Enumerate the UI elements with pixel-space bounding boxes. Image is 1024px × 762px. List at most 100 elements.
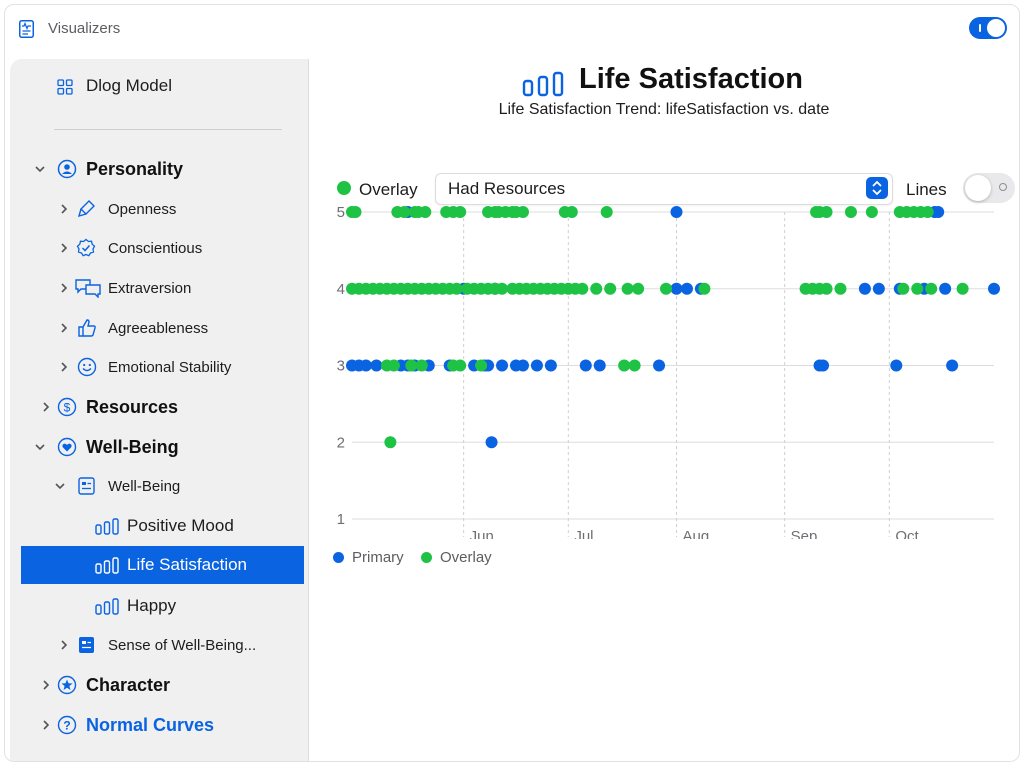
sidebar-item-label: Resources [86, 396, 179, 417]
primary-point [579, 359, 592, 372]
speech-bubbles-icon [75, 279, 101, 298]
primary-point [593, 359, 606, 372]
sidebar-item-label: Sense of Well-Being... [108, 636, 257, 654]
sidebar-item-label: Openness [108, 200, 177, 218]
overlay-point [604, 282, 617, 295]
primary-point [653, 359, 666, 372]
sidebar-header-dlog-model[interactable]: Dlog Model [10, 69, 308, 103]
overlay-point [621, 282, 634, 295]
overlay-point [590, 282, 603, 295]
sidebar-item-positive-mood[interactable]: Positive Mood [10, 509, 308, 543]
bars-icon [95, 518, 119, 535]
page-title: Life Satisfaction [579, 63, 803, 95]
chevron-right-icon [61, 243, 68, 253]
overlay-point [600, 206, 613, 218]
overlay-select[interactable]: Had Resources [435, 173, 893, 205]
primary-point [946, 359, 959, 372]
overlay-point [565, 206, 578, 218]
chevron-up-down-icon [866, 177, 888, 199]
svg-text:?: ? [63, 719, 70, 733]
overlay-point [628, 359, 641, 372]
primary-point [670, 206, 683, 218]
toggle-knob [965, 175, 991, 201]
chevron-right-icon [61, 323, 68, 333]
primary-point [516, 359, 529, 372]
primary-point [670, 282, 683, 295]
overlay-point [844, 206, 857, 218]
sidebar-item-normal-curves[interactable]: ? Normal Curves [10, 708, 308, 742]
y-tick-label: 3 [337, 358, 345, 375]
lines-toggle[interactable] [963, 173, 1015, 203]
overlay-point [911, 282, 924, 295]
y-tick-label: 4 [337, 281, 345, 298]
app-window: Visualizers Dlog Model Personalit [4, 4, 1020, 762]
sidebar-item-happy[interactable]: Happy [10, 589, 308, 623]
chevron-right-icon [61, 640, 68, 650]
overlay-point [450, 282, 463, 295]
overlay-point [632, 282, 645, 295]
waveform-document-icon [19, 20, 34, 38]
sidebar-item-openness[interactable]: Openness [10, 192, 308, 226]
overlay-point [820, 282, 833, 295]
sidebar-item-label: Extraversion [108, 279, 192, 297]
sidebar-item-label: Conscientious [108, 239, 203, 257]
sidebar-item-emotional-stability[interactable]: Emotional Stability [10, 350, 308, 384]
question-circle-icon: ? [57, 715, 77, 735]
visualizer-toggle[interactable] [969, 17, 1007, 39]
overlay-point [865, 206, 878, 218]
list-doc-icon [78, 477, 95, 495]
overlay-point [405, 359, 418, 372]
sidebar-item-agreeableness[interactable]: Agreeableness [10, 311, 308, 345]
sidebar-item-well-being[interactable]: Well-Being [10, 469, 308, 503]
sidebar-item-life-satisfaction[interactable]: Life Satisfaction [21, 546, 304, 584]
sidebar-item-conscientious[interactable]: Conscientious [10, 231, 308, 265]
overlay-point [387, 359, 400, 372]
sidebar-item-character[interactable]: Character [10, 668, 308, 702]
thumbs-up-icon [78, 319, 96, 337]
sidebar-divider [54, 129, 282, 130]
sidebar-item-label: Well-Being [86, 436, 179, 457]
sidebar-item-label: Agreeableness [108, 319, 209, 337]
title-bar: Visualizers [5, 5, 1019, 53]
sidebar-item-extraversion[interactable]: Extraversion [10, 271, 308, 305]
y-tick-label: 5 [337, 204, 345, 221]
sidebar-item-label: Happy [127, 596, 177, 615]
overlay-point [475, 359, 488, 372]
primary-point [530, 359, 543, 372]
overlay-label: Overlay [359, 180, 418, 199]
primary-point [988, 282, 1000, 295]
star-circle-icon [57, 675, 77, 695]
life-satisfaction-chart: 1 2 3 4 5 Jun Jul Aug Sep Oct [337, 204, 1000, 539]
y-tick-label: 2 [337, 434, 345, 451]
legend-label: Primary [352, 549, 404, 566]
overlay-color-dot [337, 181, 351, 195]
sidebar-item-sense-of-well-being[interactable]: Sense of Well-Being... [10, 628, 308, 662]
sidebar-item-well-being-group[interactable]: Well-Being [10, 430, 308, 464]
x-tick-label: Sep [791, 528, 818, 539]
chevron-down-icon [35, 444, 45, 451]
toggle-off-indicator [999, 183, 1007, 191]
primary-point [817, 359, 830, 372]
y-tick-label: 1 [337, 511, 345, 528]
sidebar-item-label: Character [86, 674, 171, 695]
sidebar-item-personality[interactable]: Personality [10, 152, 308, 186]
person-circle-icon [57, 159, 77, 179]
overlay-point [698, 282, 711, 295]
legend-item: Overlay [421, 549, 492, 566]
sidebar-item-label: Positive Mood [127, 516, 234, 535]
primary-point [858, 282, 871, 295]
primary-point [359, 359, 372, 372]
legend-dot [421, 552, 432, 563]
bars-icon [95, 557, 119, 574]
svg-text:$: $ [64, 401, 71, 415]
chevron-right-icon [61, 204, 68, 214]
sidebar: Dlog Model Personality Openness [10, 59, 309, 761]
chevron-right-icon [61, 283, 68, 293]
sidebar-item-resources[interactable]: $ Resources [10, 390, 308, 424]
chevron-right-icon [43, 402, 50, 412]
overlay-point [454, 359, 467, 372]
primary-point [370, 359, 383, 372]
overlay-point [384, 436, 397, 449]
toggle-knob [987, 19, 1005, 37]
sidebar-item-label: Life Satisfaction [127, 555, 248, 574]
